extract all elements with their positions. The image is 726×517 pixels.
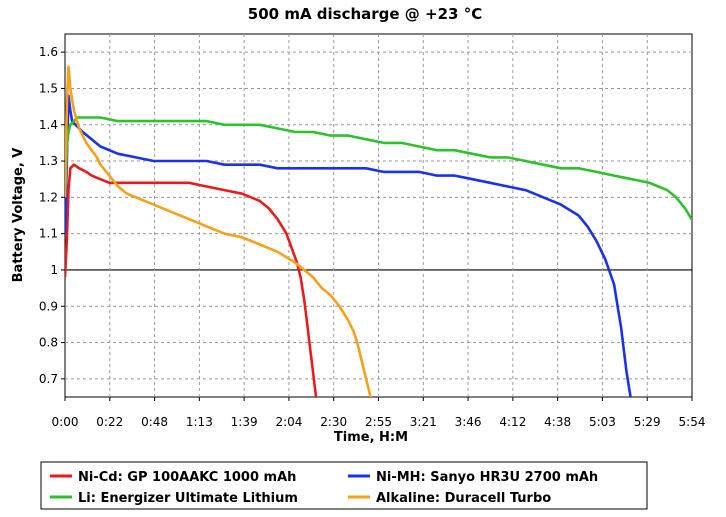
y-tick-label: 0.9 [39, 299, 58, 313]
y-axis-ticks: 0.7 0.8 0.9 1 1.1 1.2 1.3 1.4 1.5 1.6 [39, 45, 65, 386]
chart-title: 500 mA discharge @ +23 °C [248, 5, 482, 23]
series-line-4 [65, 65, 372, 397]
y-tick-label: 1.2 [39, 190, 58, 204]
legend-label-4: Alkaline: Duracell Turbo [376, 491, 551, 506]
legend-label-2: Ni-MH: Sanyo HR3U 2700 mAh [376, 470, 598, 485]
series-line-1 [65, 163, 318, 397]
x-tick-label: 3:46 [455, 415, 482, 429]
x-tick-label: 1:39 [231, 415, 258, 429]
y-axis-label: Battery Voltage, V [11, 148, 26, 283]
y-tick-label: 1 [50, 263, 58, 277]
x-tick-label: 4:38 [544, 415, 571, 429]
x-tick-label: 2:55 [365, 415, 392, 429]
legend-label-1: Ni-Cd: GP 100AAKC 1000 mAh [78, 470, 296, 485]
x-tick-label: 3:21 [410, 415, 437, 429]
grid-lines [65, 34, 692, 397]
y-tick-label: 1.5 [39, 81, 58, 95]
x-tick-label: 5:29 [634, 415, 661, 429]
x-tick-label: 1:13 [186, 415, 213, 429]
x-tick-label: 0:48 [141, 415, 168, 429]
x-tick-label: 5:03 [589, 415, 616, 429]
x-tick-label: 5:54 [679, 415, 706, 429]
y-tick-label: 1.3 [39, 154, 58, 168]
series-lines [65, 65, 692, 397]
y-tick-label: 1.4 [39, 118, 58, 132]
legend-items: Ni-Cd: GP 100AAKC 1000 mAh Ni-MH: Sanyo H… [50, 470, 598, 506]
x-tick-label: 0:00 [52, 415, 79, 429]
y-tick-label: 0.7 [39, 372, 58, 386]
y-tick-label: 0.8 [39, 336, 58, 350]
y-tick-label: 1.6 [39, 45, 58, 59]
legend [40, 461, 648, 510]
x-tick-label: 0:22 [96, 415, 123, 429]
y-tick-label: 1.1 [39, 227, 58, 241]
x-axis-ticks: 0:00 0:22 0:48 1:13 1:39 2:04 2:30 2:55 3:21 3:46… [52, 397, 706, 429]
series-line-2 [65, 94, 632, 397]
series-line-3 [65, 116, 692, 223]
legend-label-3: Li: Energizer Ultimate Lithium [78, 491, 298, 506]
x-axis-label: Time, H:M [334, 430, 408, 445]
x-tick-label: 2:04 [275, 415, 302, 429]
x-tick-label: 2:30 [320, 415, 347, 429]
x-tick-label: 4:12 [499, 415, 526, 429]
